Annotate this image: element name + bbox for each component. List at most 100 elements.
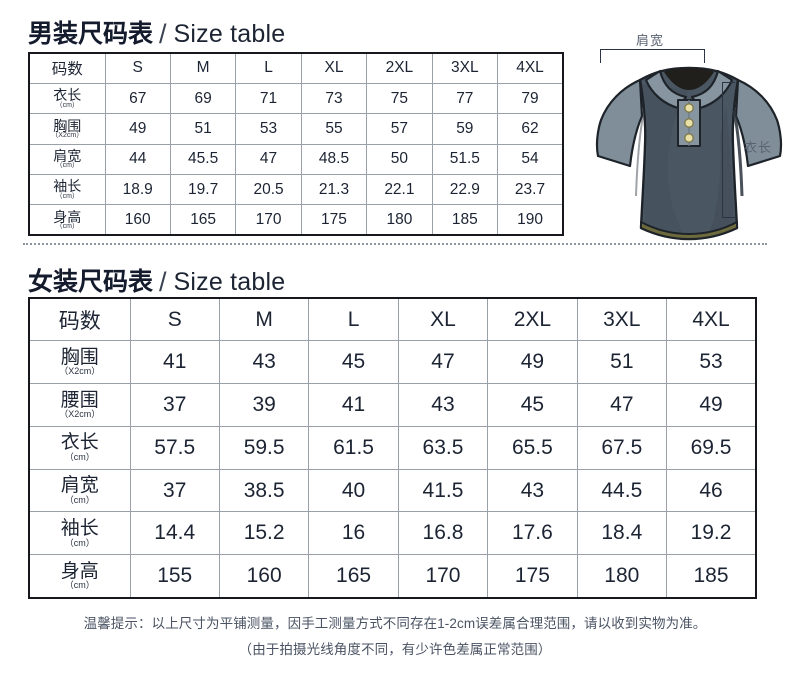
table-row: 袖长 （cm） 18.9 19.7 20.5 21.3 22.1 22.9 23.7 xyxy=(28,174,564,206)
women-title-cn: 女装尺码表 xyxy=(28,268,154,296)
table-cell: 51 xyxy=(169,113,237,145)
table-row: 肩宽 （cm） 44 45.5 47 48.5 50 51.5 54 xyxy=(28,143,564,176)
table-row: 衣长 （cm） 67 69 71 73 75 77 79 xyxy=(28,82,564,115)
button-bottom xyxy=(684,133,694,143)
table-cell: 71 xyxy=(235,82,302,115)
table-row: 身高 （cm） 155 160 165 170 175 180 185 xyxy=(28,554,757,599)
row-unit: （cm） xyxy=(55,162,79,170)
table-cell: 43 xyxy=(218,340,310,385)
women-title-en: Size table xyxy=(173,268,286,296)
table-cell: 175 xyxy=(300,204,368,236)
women-header-row: 码数 S M L XL 2XL 3XL 4XL xyxy=(28,297,757,342)
men-title-cn: 男装尺码表 xyxy=(28,20,154,48)
table-cell: 160 xyxy=(218,554,310,599)
table-cell: 57.5 xyxy=(129,425,220,470)
table-cell: 55 xyxy=(300,113,368,145)
table-cell: 165 xyxy=(169,204,237,236)
row-unit: （X2cm） xyxy=(59,366,101,377)
men-col-header-2: M xyxy=(169,52,237,84)
table-cell: 43 xyxy=(397,383,489,427)
table-row: 肩宽 （cm） 37 38.5 40 41.5 43 44.5 46 xyxy=(28,468,757,513)
men-row-header-1: 胸围 （X2cm） xyxy=(28,113,106,145)
women-col-header-2: M xyxy=(218,297,310,342)
button-middle xyxy=(684,118,694,128)
women-row-header-4: 袖长 （cm） xyxy=(28,511,131,556)
table-cell: 38.5 xyxy=(218,468,310,513)
table-cell: 45.5 xyxy=(169,143,237,176)
table-cell: 21.3 xyxy=(300,174,368,206)
women-row-header-1: 腰围 （X2cm） xyxy=(28,383,131,427)
row-unit: （cm） xyxy=(64,537,95,548)
table-cell: 45 xyxy=(308,340,399,385)
table-cell: 40 xyxy=(308,468,399,513)
men-section-title: 男装尺码表 / Size table xyxy=(28,14,285,50)
women-col-header-3: L xyxy=(308,297,399,342)
men-row-header-3: 袖长 （cm） xyxy=(28,174,106,206)
women-col-header-1: S xyxy=(129,297,220,342)
row-unit: （cm） xyxy=(64,580,95,591)
women-row-header-2: 衣长 （cm） xyxy=(28,425,131,470)
table-cell: 54 xyxy=(497,143,564,176)
table-cell: 49 xyxy=(666,383,757,427)
men-col-header-5: 2XL xyxy=(366,52,433,84)
table-cell: 185 xyxy=(431,204,499,236)
shoulder-width-bracket xyxy=(600,49,705,63)
table-cell: 170 xyxy=(397,554,489,599)
table-cell: 16 xyxy=(308,511,399,556)
table-cell: 44.5 xyxy=(576,468,668,513)
men-col-header-7: 4XL xyxy=(497,52,564,84)
women-col-header-4: XL xyxy=(397,297,489,342)
men-title-slash: / xyxy=(159,19,167,49)
row-unit: （X2cm） xyxy=(51,132,84,140)
table-cell: 41 xyxy=(308,383,399,427)
men-header-row: 码数 S M L XL 2XL 3XL 4XL xyxy=(28,52,564,84)
table-cell: 15.2 xyxy=(218,511,310,556)
men-size-table: 码数 S M L XL 2XL 3XL 4XL 衣长 （cm） 67 69 71 73 75 77 79 胸围 （X… xyxy=(28,52,564,237)
table-cell: 190 xyxy=(497,204,564,236)
table-row: 胸围 （X2cm） 41 43 45 47 49 51 53 xyxy=(28,340,757,385)
table-cell: 53 xyxy=(666,340,757,385)
women-title-slash: / xyxy=(159,267,167,297)
table-cell: 51.5 xyxy=(431,143,499,176)
table-cell: 59 xyxy=(431,113,499,145)
table-cell: 160 xyxy=(104,204,171,236)
men-row-header-2: 肩宽 （cm） xyxy=(28,143,106,176)
shoulder-width-label: 肩宽 xyxy=(636,33,665,48)
table-cell: 63.5 xyxy=(397,425,489,470)
table-cell: 49 xyxy=(487,340,578,385)
table-cell: 18.9 xyxy=(104,174,171,206)
men-col-header-3: L xyxy=(235,52,302,84)
table-cell: 180 xyxy=(366,204,433,236)
table-cell: 57 xyxy=(366,113,433,145)
row-label: 袖长 xyxy=(53,178,82,195)
women-col-header-0: 码数 xyxy=(28,297,131,342)
table-cell: 79 xyxy=(497,82,564,115)
table-cell: 20.5 xyxy=(235,174,302,206)
table-cell: 37 xyxy=(129,383,220,427)
table-cell: 18.4 xyxy=(576,511,668,556)
table-cell: 62 xyxy=(497,113,564,145)
table-cell: 39 xyxy=(218,383,310,427)
table-cell: 17.6 xyxy=(487,511,578,556)
women-col-header-7: 4XL xyxy=(666,297,757,342)
women-col-header-5: 2XL xyxy=(487,297,578,342)
garment-length-bracket xyxy=(722,82,735,218)
table-cell: 14.4 xyxy=(129,511,220,556)
table-cell: 65.5 xyxy=(487,425,578,470)
table-cell: 22.1 xyxy=(366,174,433,206)
table-cell: 23.7 xyxy=(497,174,564,206)
table-cell: 61.5 xyxy=(308,425,399,470)
table-row: 身高 （cm） 160 165 170 175 180 185 190 xyxy=(28,204,564,236)
table-cell: 73 xyxy=(300,82,368,115)
table-row: 胸围 （X2cm） 49 51 53 55 57 59 62 xyxy=(28,113,564,145)
table-cell: 45 xyxy=(487,383,578,427)
row-label: 衣长 xyxy=(60,432,99,454)
table-cell: 67.5 xyxy=(576,425,668,470)
table-cell: 41 xyxy=(129,340,220,385)
table-cell: 47 xyxy=(235,143,302,176)
row-unit: （cm） xyxy=(55,192,79,200)
table-cell: 19.7 xyxy=(169,174,237,206)
table-cell: 69.5 xyxy=(666,425,757,470)
row-unit: （cm） xyxy=(64,494,95,505)
table-cell: 43 xyxy=(487,468,578,513)
